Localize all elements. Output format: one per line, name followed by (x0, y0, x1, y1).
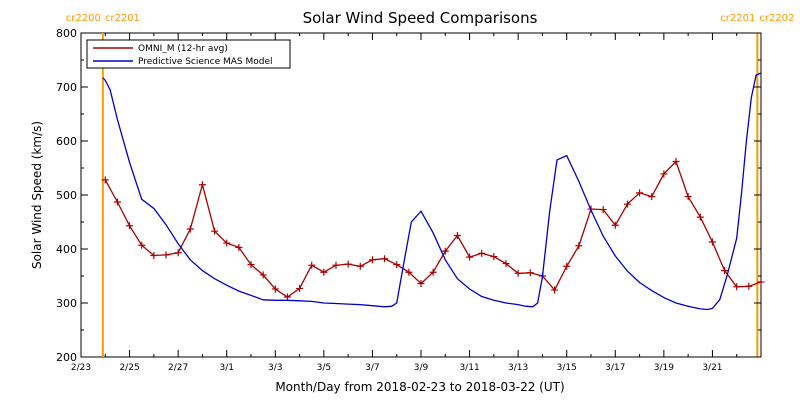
data-point (745, 282, 753, 290)
data-point (381, 255, 389, 263)
x-tick-label: 3/11 (459, 363, 479, 373)
data-point (198, 181, 206, 189)
data-point (356, 262, 364, 270)
data-point (721, 267, 729, 275)
x-tick-label: 2/25 (119, 363, 139, 373)
legend-label-omni: OMNI_M (12-hr avg) (138, 44, 228, 54)
data-point (514, 269, 522, 277)
carrington-label: cr2201 (105, 13, 140, 24)
x-tick-label: 3/21 (702, 363, 722, 373)
y-tick-label: 500 (56, 189, 77, 202)
x-tick-label: 3/3 (268, 363, 282, 373)
data-point (126, 222, 134, 230)
data-point (138, 241, 146, 249)
data-point (672, 158, 680, 166)
y-tick-label: 400 (56, 243, 77, 256)
x-tick-label: 3/5 (317, 363, 331, 373)
data-point (696, 213, 704, 221)
chart-title: Solar Wind Speed Comparisons (303, 9, 538, 27)
data-point (308, 261, 316, 269)
series-layer (101, 72, 765, 311)
data-point (441, 247, 449, 255)
data-point (283, 293, 291, 301)
data-point (247, 261, 255, 269)
x-tick-label: 3/9 (414, 363, 429, 373)
y-tick-label: 800 (56, 27, 77, 40)
data-point (393, 261, 401, 269)
data-point (551, 286, 559, 294)
data-point (490, 253, 498, 261)
x-tick-label: 3/19 (654, 363, 674, 373)
legend-label-mas: Predictive Science MAS Model (138, 57, 273, 67)
data-point (101, 176, 109, 184)
x-axis-label: Month/Day from 2018-02-23 to 2018-03-22 … (275, 380, 564, 394)
series-line-1 (102, 72, 762, 311)
data-point (271, 285, 279, 293)
data-point (223, 239, 231, 247)
x-tick-label: 3/15 (557, 363, 577, 373)
data-point (611, 221, 619, 229)
x-tick-label: 3/1 (219, 363, 233, 373)
y-tick-label: 300 (56, 297, 77, 310)
y-tick-label: 700 (56, 81, 77, 94)
data-point (733, 283, 741, 291)
data-point (259, 271, 267, 279)
y-tick-label: 200 (56, 351, 77, 364)
data-point (502, 260, 510, 268)
y-axis-label: Solar Wind Speed (km/s) (30, 121, 44, 269)
data-point (332, 261, 340, 269)
data-point (466, 253, 474, 261)
plot-frame (80, 32, 762, 358)
data-point (526, 269, 534, 277)
x-tick-label: 2/27 (168, 363, 188, 373)
data-point (211, 227, 219, 235)
carrington-label: cr2201 (720, 13, 755, 24)
data-point (162, 251, 170, 259)
legend-box (86, 39, 291, 69)
data-point (186, 225, 194, 233)
legend: OMNI_M (12-hr avg) Predictive Science MA… (86, 39, 291, 69)
data-point (684, 193, 692, 201)
data-point (296, 284, 304, 292)
data-point (623, 200, 631, 208)
data-point (708, 238, 716, 246)
x-tick-label: 3/13 (508, 363, 528, 373)
carrington-label: cr2202 (759, 13, 794, 24)
plot-area (80, 32, 762, 358)
data-point (405, 268, 413, 276)
data-point (320, 268, 328, 276)
x-tick-label: 2/23 (71, 363, 91, 373)
y-tick-label: 600 (56, 135, 77, 148)
data-point (113, 198, 121, 206)
data-point (150, 251, 158, 259)
data-point (563, 262, 571, 270)
data-point (453, 232, 461, 239)
data-point (368, 256, 376, 264)
data-point (599, 206, 607, 214)
data-point (344, 260, 352, 268)
data-point (174, 249, 182, 257)
data-point (575, 242, 583, 250)
x-tick-label: 3/7 (365, 363, 379, 373)
axes: 200 300 400 500 600 700 800 2/23 2/25 2/27 3/1 3/3 3… (56, 27, 761, 373)
data-point (417, 280, 425, 288)
data-point (478, 249, 486, 257)
series-line-0 (104, 160, 762, 298)
data-point (648, 193, 656, 201)
data-point (757, 278, 765, 286)
data-point (636, 189, 644, 197)
data-point (660, 170, 668, 178)
data-point (235, 243, 243, 251)
x-tick-label: 3/17 (605, 363, 625, 373)
data-point (429, 268, 437, 276)
carrington-label: cr2200 (66, 13, 101, 24)
